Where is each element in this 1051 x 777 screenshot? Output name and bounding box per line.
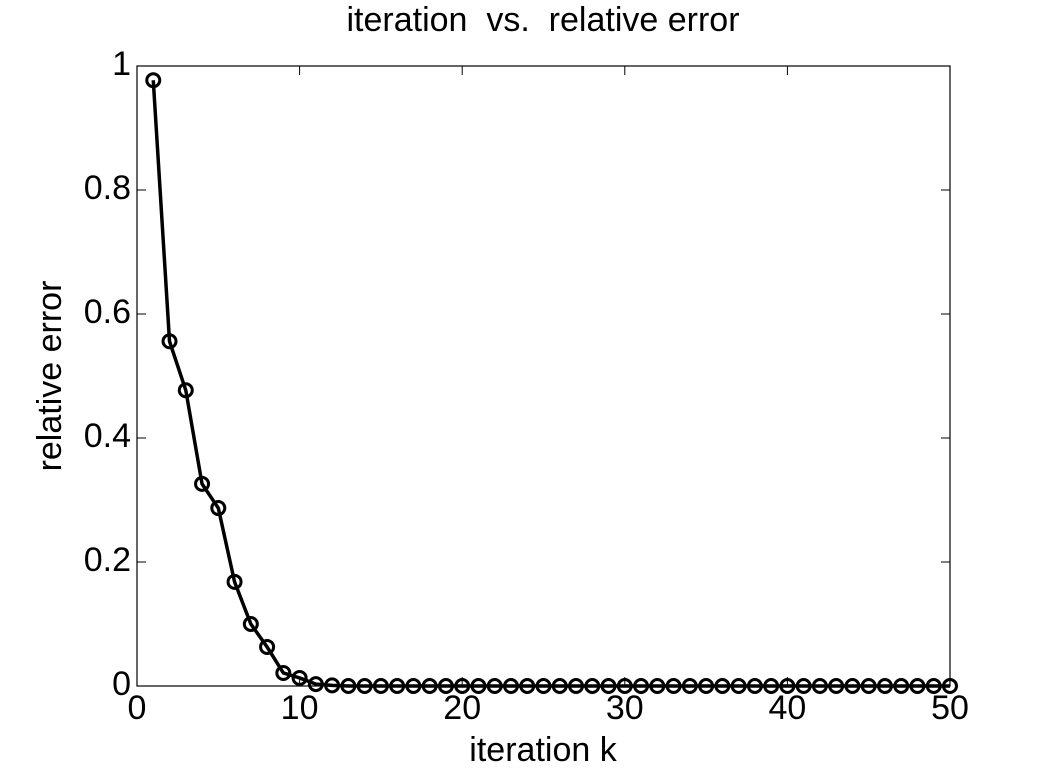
marker <box>681 678 698 694</box>
marker <box>714 678 731 694</box>
y-tick-label: 0 <box>112 665 131 703</box>
x-tick-label: 50 <box>931 689 969 727</box>
marker <box>145 72 162 89</box>
marker <box>437 678 454 694</box>
marker <box>502 678 519 694</box>
marker <box>909 678 926 694</box>
marker <box>470 678 487 694</box>
marker <box>925 678 942 694</box>
marker <box>746 678 763 694</box>
marker <box>389 678 406 694</box>
marker <box>763 678 780 694</box>
marker <box>259 638 276 655</box>
marker <box>242 616 259 632</box>
marker <box>161 333 178 350</box>
marker <box>486 678 503 694</box>
marker <box>226 573 243 590</box>
chart-title: iteration vs. relative error <box>346 1 739 39</box>
marker <box>210 500 227 517</box>
marker <box>779 678 796 694</box>
marker <box>665 678 682 694</box>
marker <box>356 678 373 694</box>
y-tick-label: 0.8 <box>84 169 131 207</box>
x-axis-label: iteration k <box>469 731 617 769</box>
marker <box>568 678 585 694</box>
line <box>151 80 950 688</box>
marker <box>340 678 357 694</box>
marker <box>584 678 601 694</box>
marker <box>860 678 877 694</box>
marker <box>519 678 536 694</box>
marker <box>876 678 893 694</box>
y-tick-label: 0.4 <box>84 417 131 455</box>
marker <box>828 678 845 694</box>
y-tick-label: 0.2 <box>84 541 131 579</box>
marker <box>454 678 471 694</box>
marker <box>177 382 194 399</box>
marker <box>616 678 633 694</box>
marker <box>633 678 650 694</box>
marker <box>649 678 666 694</box>
marker <box>893 678 910 694</box>
marker <box>844 678 861 694</box>
marker <box>421 678 438 694</box>
x-tick-label: 10 <box>281 689 319 727</box>
marker <box>942 678 958 694</box>
x-tick-label: 30 <box>606 689 644 727</box>
y-tick-label: 1 <box>112 45 131 83</box>
marker <box>730 678 747 694</box>
marker <box>600 678 617 694</box>
y-axis-label: relative error <box>31 281 69 472</box>
marker <box>307 676 324 693</box>
x-tick-label: 40 <box>768 689 806 727</box>
marker <box>324 677 341 694</box>
marker <box>194 475 211 492</box>
marker <box>795 678 812 694</box>
marker <box>535 678 552 694</box>
marker <box>698 678 715 694</box>
marker <box>811 678 828 694</box>
marker <box>291 669 308 686</box>
x-tick-label: 20 <box>443 689 481 727</box>
marker <box>405 678 422 694</box>
x-tick-label: 0 <box>128 689 147 727</box>
marker <box>275 664 292 681</box>
marker <box>372 678 389 694</box>
y-tick-label: 0.6 <box>84 293 131 331</box>
marker <box>551 678 568 694</box>
